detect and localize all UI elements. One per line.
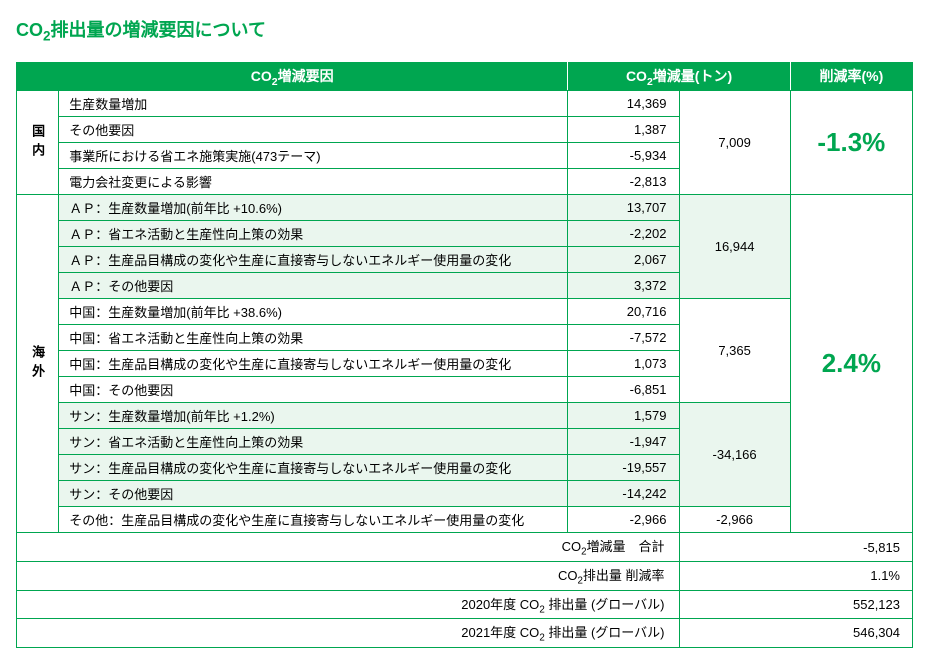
table-row: サン：生産数量増加(前年比 +1.2%) 1,579 -34,166	[17, 403, 913, 429]
header-rate: 削減率(%)	[790, 62, 912, 91]
table-row: 海外 ＡＰ：生産数量増加(前年比 +10.6%) 13,707 16,944 2…	[17, 195, 913, 221]
factor-cell: 中国：生産品目構成の変化や生産に直接寄与しないエネルギー使用量の変化	[59, 351, 568, 377]
factor-cell: ＡＰ：生産品目構成の変化や生産に直接寄与しないエネルギー使用量の変化	[59, 247, 568, 273]
summary-label: 2020年度 CO2 排出量 (グローバル)	[17, 590, 680, 619]
summary-row: CO2増減量 合計 -5,815	[17, 533, 913, 562]
ap-subtotal: 16,944	[679, 195, 790, 299]
header-amount: CO2増減量(トン)	[568, 62, 790, 91]
table-row: 国内 生産数量増加 14,369 7,009 -1.3%	[17, 91, 913, 117]
value-cell: -6,851	[568, 377, 679, 403]
value-cell: 14,369	[568, 91, 679, 117]
summary-row: 2021年度 CO2 排出量 (グローバル) 546,304	[17, 619, 913, 648]
value-cell: -5,934	[568, 143, 679, 169]
summary-row: 2020年度 CO2 排出量 (グローバル) 552,123	[17, 590, 913, 619]
summary-label: CO2排出量 削減率	[17, 561, 680, 590]
value-cell: 1,579	[568, 403, 679, 429]
factor-cell: 事業所における省エネ施策実施(473テーマ)	[59, 143, 568, 169]
factor-cell: その他：生産品目構成の変化や生産に直接寄与しないエネルギー使用量の変化	[59, 507, 568, 533]
factor-cell: その他要因	[59, 117, 568, 143]
factor-cell: サン：省エネ活動と生産性向上策の効果	[59, 429, 568, 455]
header-row: CO2増減要因 CO2増減量(トン) 削減率(%)	[17, 62, 913, 91]
domestic-rate: -1.3%	[790, 91, 912, 195]
value-cell: -2,202	[568, 221, 679, 247]
summary-value: 1.1%	[679, 561, 912, 590]
cn-subtotal: 7,365	[679, 299, 790, 403]
factor-cell: 電力会社変更による影響	[59, 169, 568, 195]
region-overseas-label: 海外	[17, 195, 59, 533]
table-row: 中国：生産数量増加(前年比 +38.6%) 20,716 7,365	[17, 299, 913, 325]
page-title: CO2排出量の増減要因について	[16, 16, 913, 44]
value-cell: 13,707	[568, 195, 679, 221]
summary-value: -5,815	[679, 533, 912, 562]
region-domestic-label: 国内	[17, 91, 59, 195]
value-cell: 3,372	[568, 273, 679, 299]
value-cell: -14,242	[568, 481, 679, 507]
summary-label: 2021年度 CO2 排出量 (グローバル)	[17, 619, 680, 648]
factor-cell: 中国：省エネ活動と生産性向上策の効果	[59, 325, 568, 351]
factor-cell: ＡＰ：生産数量増加(前年比 +10.6%)	[59, 195, 568, 221]
factor-cell: ＡＰ：省エネ活動と生産性向上策の効果	[59, 221, 568, 247]
value-cell: -19,557	[568, 455, 679, 481]
summary-label: CO2増減量 合計	[17, 533, 680, 562]
table-row: その他：生産品目構成の変化や生産に直接寄与しないエネルギー使用量の変化 -2,9…	[17, 507, 913, 533]
value-cell: -7,572	[568, 325, 679, 351]
co2-factors-table: CO2増減要因 CO2増減量(トン) 削減率(%) 国内 生産数量増加 14,3…	[16, 62, 913, 648]
overseas-rate: 2.4%	[790, 195, 912, 533]
summary-value: 546,304	[679, 619, 912, 648]
factor-cell: 中国：その他要因	[59, 377, 568, 403]
value-cell: 2,067	[568, 247, 679, 273]
other-subtotal: -2,966	[679, 507, 790, 533]
summary-row: CO2排出量 削減率 1.1%	[17, 561, 913, 590]
value-cell: 1,387	[568, 117, 679, 143]
value-cell: -2,966	[568, 507, 679, 533]
header-factor: CO2増減要因	[17, 62, 568, 91]
factor-cell: 中国：生産数量増加(前年比 +38.6%)	[59, 299, 568, 325]
factor-cell: サン：その他要因	[59, 481, 568, 507]
value-cell: 20,716	[568, 299, 679, 325]
factor-cell: サン：生産数量増加(前年比 +1.2%)	[59, 403, 568, 429]
factor-cell: サン：生産品目構成の変化や生産に直接寄与しないエネルギー使用量の変化	[59, 455, 568, 481]
value-cell: 1,073	[568, 351, 679, 377]
value-cell: -1,947	[568, 429, 679, 455]
value-cell: -2,813	[568, 169, 679, 195]
factor-cell: 生産数量増加	[59, 91, 568, 117]
factor-cell: ＡＰ：その他要因	[59, 273, 568, 299]
summary-value: 552,123	[679, 590, 912, 619]
sun-subtotal: -34,166	[679, 403, 790, 507]
domestic-subtotal: 7,009	[679, 91, 790, 195]
